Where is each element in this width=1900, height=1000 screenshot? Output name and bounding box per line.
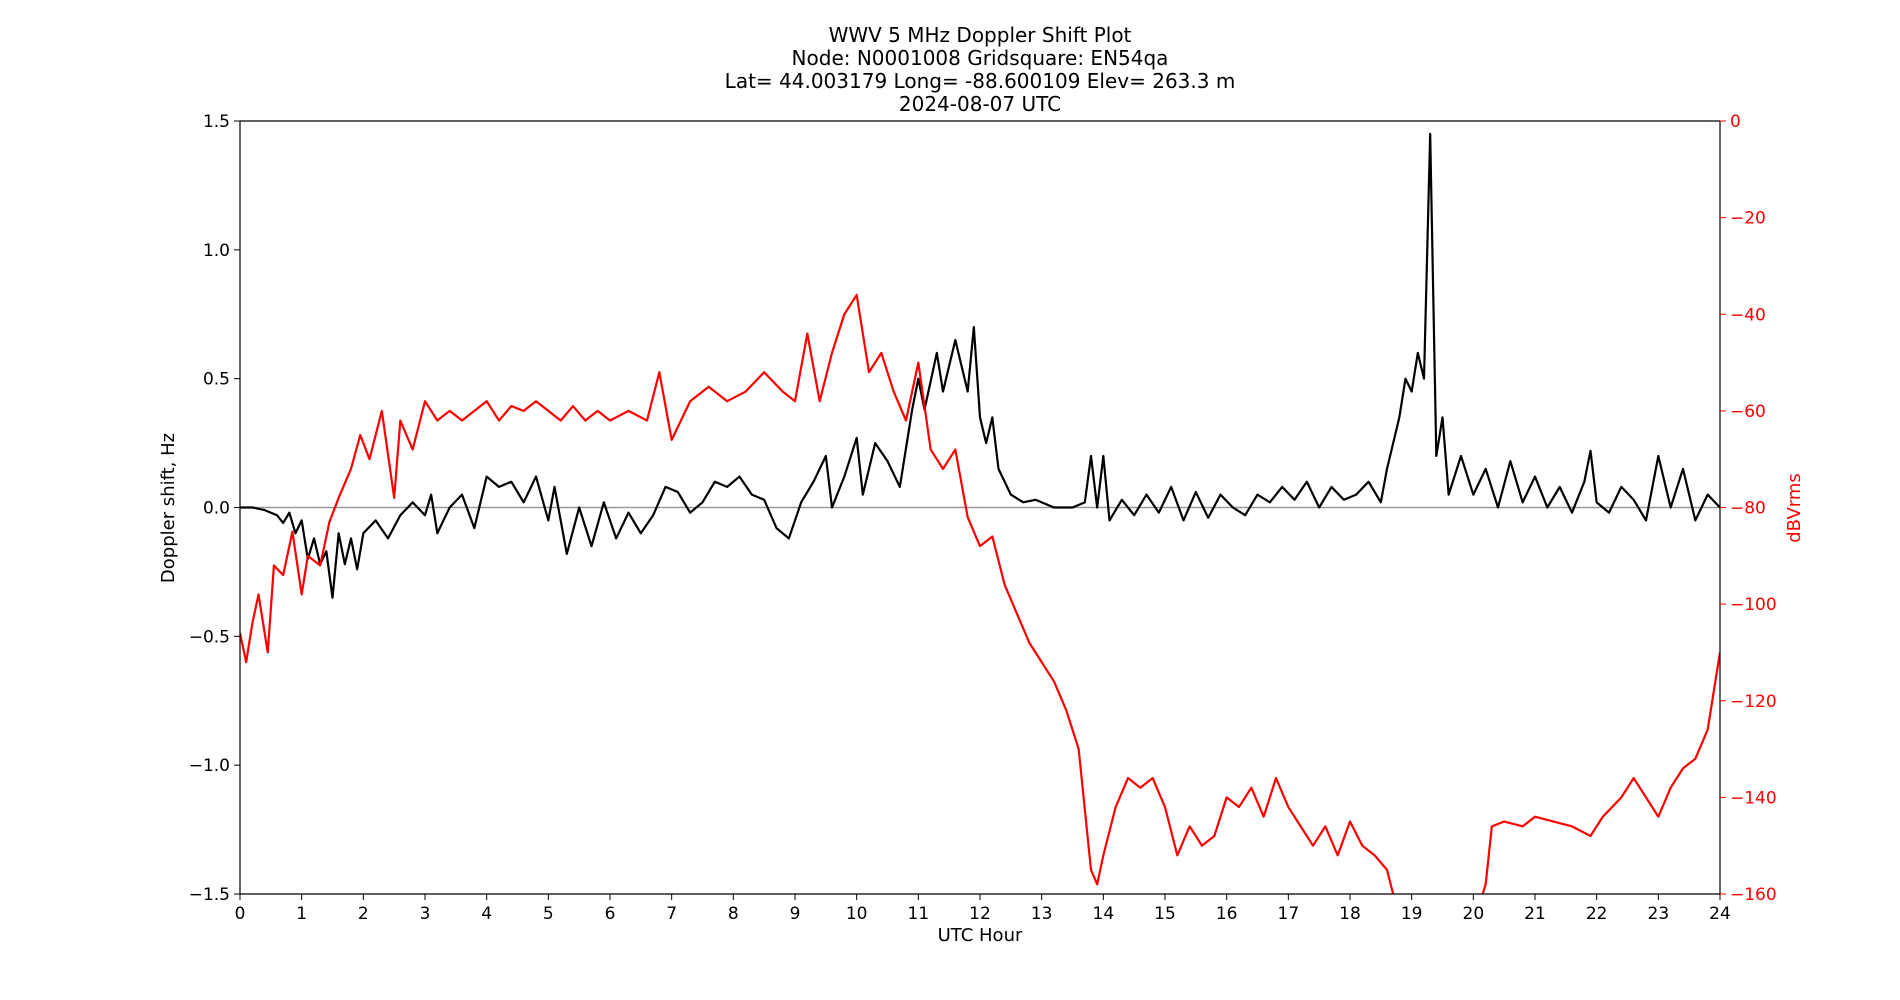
y-axis-label-right: dBVrms xyxy=(1784,473,1805,543)
x-tick-label: 3 xyxy=(420,904,431,924)
x-tick-label: 23 xyxy=(1648,904,1670,924)
x-tick-label: 20 xyxy=(1463,904,1485,924)
x-tick-label: 24 xyxy=(1709,904,1731,924)
x-tick-label: 21 xyxy=(1524,904,1546,924)
x-tick-label: 13 xyxy=(1031,904,1053,924)
y-tick-label-right: 0 xyxy=(1730,112,1741,132)
x-tick-label: 22 xyxy=(1586,904,1608,924)
x-tick-label: 16 xyxy=(1216,904,1238,924)
x-tick-label: 7 xyxy=(666,904,677,924)
doppler-shift-line xyxy=(240,132,1720,599)
y-tick-label-right: −60 xyxy=(1730,402,1766,422)
y-tick-label-left: 1.5 xyxy=(203,112,230,132)
title-line-3: Lat= 44.003179 Long= -88.600109 Elev= 26… xyxy=(725,69,1236,93)
y-tick-label-right: −140 xyxy=(1730,788,1777,808)
y-tick-label-left: 1.0 xyxy=(203,241,230,261)
x-tick-label: 11 xyxy=(908,904,930,924)
x-tick-label: 2 xyxy=(358,904,369,924)
title-line-4: 2024-08-07 UTC xyxy=(899,92,1061,116)
y-tick-label-right: −20 xyxy=(1730,209,1766,229)
x-tick-label: 12 xyxy=(969,904,991,924)
x-tick-label: 4 xyxy=(481,904,492,924)
title-line-1: WWV 5 MHz Doppler Shift Plot xyxy=(829,23,1132,47)
y-tick-label-right: −100 xyxy=(1730,595,1777,615)
x-tick-label: 17 xyxy=(1278,904,1300,924)
x-tick-label: 9 xyxy=(790,904,801,924)
x-tick-label: 18 xyxy=(1339,904,1361,924)
x-tick-label: 1 xyxy=(296,904,307,924)
y-tick-label-right: −80 xyxy=(1730,499,1766,519)
x-tick-label: 10 xyxy=(846,904,868,924)
axes-layer: 0 1 2 3 4 5 6 7 8 9 10 11 12 13 14 15 16 17 18 19 20 21 22 23 24… xyxy=(189,112,1777,924)
x-tick-label: 14 xyxy=(1093,904,1115,924)
x-tick-label: 19 xyxy=(1401,904,1423,924)
x-tick-label: 8 xyxy=(728,904,739,924)
y-tick-label-right: −40 xyxy=(1730,305,1766,325)
x-tick-label: 6 xyxy=(605,904,616,924)
x-tick-label: 15 xyxy=(1154,904,1176,924)
title-line-2: Node: N0001008 Gridsquare: EN54qa xyxy=(792,46,1169,70)
y-tick-label-left: −1.5 xyxy=(189,885,230,905)
x-axis-label: UTC Hour xyxy=(938,925,1023,946)
y-tick-label-left: −0.5 xyxy=(189,627,230,647)
y-tick-label-left: 0.5 xyxy=(203,370,230,390)
power-dbvrms-line xyxy=(240,293,1720,894)
y-tick-label-right: −120 xyxy=(1730,692,1777,712)
y-axis-label-left: Doppler shift, Hz xyxy=(158,433,179,583)
y-tick-label-right: −160 xyxy=(1730,885,1777,905)
y-tick-label-left: 0.0 xyxy=(203,499,230,519)
x-tick-label: 0 xyxy=(235,904,246,924)
y-tick-label-left: −1.0 xyxy=(189,756,230,776)
series-layer xyxy=(240,132,1720,894)
chart-title: WWV 5 MHz Doppler Shift Plot Node: N0001… xyxy=(725,23,1236,116)
x-tick-label: 5 xyxy=(543,904,554,924)
